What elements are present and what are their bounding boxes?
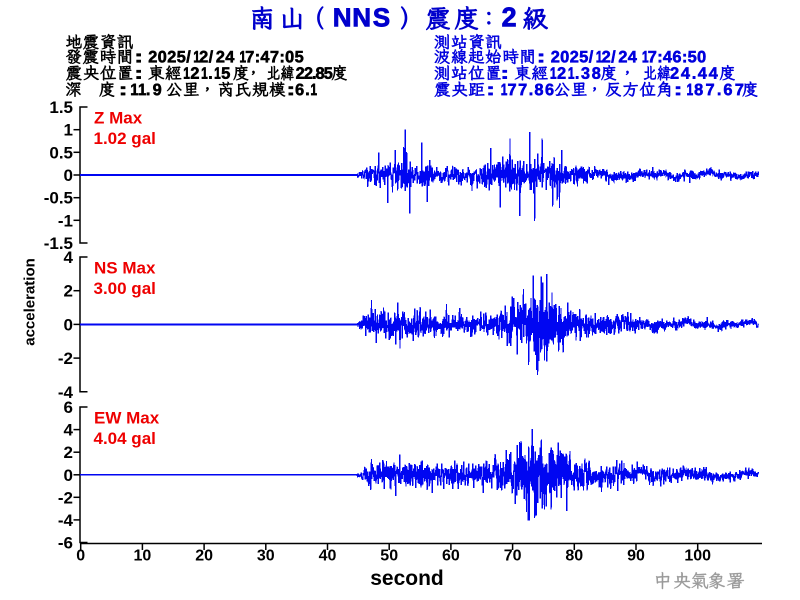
- svg-text:30: 30: [257, 548, 275, 565]
- svg-text:4: 4: [64, 421, 74, 440]
- svg-text:80: 80: [565, 548, 583, 565]
- svg-text:90: 90: [627, 548, 645, 565]
- svg-text:-4: -4: [58, 383, 74, 402]
- svg-text:1.02 gal: 1.02 gal: [94, 129, 156, 148]
- svg-text:1.5: 1.5: [49, 98, 73, 117]
- svg-text:4.04 gal: 4.04 gal: [94, 429, 156, 448]
- svg-text:0: 0: [64, 166, 73, 185]
- svg-text:6: 6: [64, 398, 73, 417]
- svg-text:-1: -1: [58, 211, 73, 230]
- svg-text:0: 0: [64, 315, 73, 334]
- svg-text:second: second: [370, 567, 444, 590]
- svg-text:3.00 gal: 3.00 gal: [94, 279, 156, 298]
- svg-text:-6: -6: [58, 534, 73, 553]
- svg-text:-0.5: -0.5: [44, 189, 73, 208]
- svg-text:40: 40: [319, 548, 337, 565]
- svg-text:0: 0: [76, 548, 85, 565]
- svg-text:0: 0: [64, 466, 73, 485]
- svg-text:20: 20: [195, 548, 213, 565]
- svg-text:50: 50: [380, 548, 398, 565]
- svg-text:-2: -2: [58, 349, 73, 368]
- svg-text:-4: -4: [58, 511, 74, 530]
- svg-text:-2: -2: [58, 488, 73, 507]
- svg-text:1: 1: [64, 121, 73, 140]
- svg-text:4: 4: [64, 248, 74, 267]
- svg-text:100: 100: [684, 548, 711, 565]
- svg-text:60: 60: [442, 548, 460, 565]
- svg-text:10: 10: [134, 548, 152, 565]
- svg-text:2: 2: [64, 282, 73, 301]
- svg-text:-1.5: -1.5: [44, 234, 73, 253]
- svg-text:NS Max: NS Max: [94, 258, 156, 277]
- svg-text:EW Max: EW Max: [94, 408, 160, 427]
- svg-text:0.5: 0.5: [49, 143, 73, 162]
- svg-text:70: 70: [504, 548, 522, 565]
- svg-text:Z Max: Z Max: [94, 108, 143, 127]
- svg-text:acceleration: acceleration: [22, 258, 39, 346]
- svg-text:2: 2: [64, 443, 73, 462]
